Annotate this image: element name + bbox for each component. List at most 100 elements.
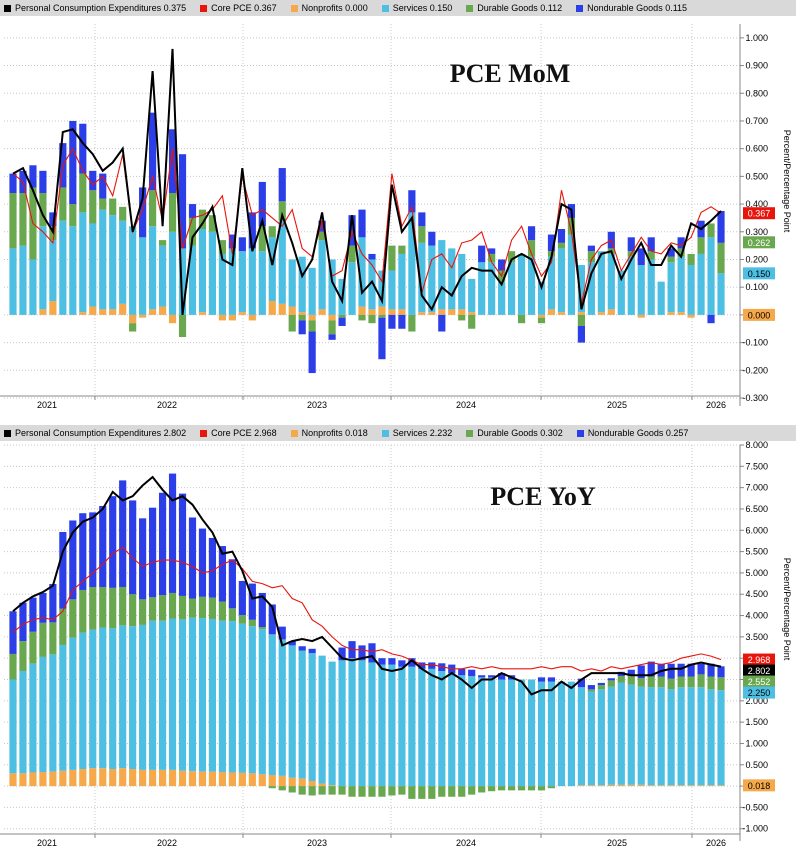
nonprofits-bar bbox=[69, 769, 77, 787]
y-tick-label: -0.300 bbox=[742, 393, 768, 403]
nonprofits-bar bbox=[607, 309, 615, 315]
value-badge-bg bbox=[743, 686, 775, 699]
legend-swatch bbox=[290, 4, 298, 12]
durable-bar bbox=[537, 317, 546, 324]
nondurable-bar bbox=[388, 314, 396, 329]
nondurable-bar bbox=[49, 212, 57, 227]
services-bar bbox=[687, 687, 695, 786]
durable-bar bbox=[99, 586, 107, 628]
services-bar bbox=[607, 253, 615, 310]
value-badge-label: 2.250 bbox=[748, 688, 771, 698]
durable-bar bbox=[537, 786, 546, 791]
durable-bar bbox=[308, 786, 316, 796]
value-badge: 0.150 bbox=[743, 267, 775, 280]
value-badge: 2.250 bbox=[743, 686, 775, 699]
durable-bar bbox=[647, 251, 655, 260]
nondurable-bar bbox=[418, 662, 426, 669]
durable-bar bbox=[188, 598, 197, 618]
nonprofits-bar bbox=[218, 772, 226, 787]
services-bar bbox=[597, 689, 605, 786]
services-bar bbox=[99, 627, 107, 769]
durable-bar bbox=[9, 653, 17, 680]
nonprofits-bar bbox=[617, 784, 625, 787]
services-bar bbox=[168, 231, 177, 315]
services-bar bbox=[29, 259, 37, 315]
durable-bar bbox=[109, 587, 117, 629]
services-bar bbox=[258, 629, 266, 775]
durable-bar bbox=[328, 786, 336, 795]
services-bar bbox=[597, 251, 605, 313]
nondurable-bar bbox=[707, 663, 715, 677]
services-bar bbox=[577, 687, 585, 786]
nonprofits-bar bbox=[607, 784, 615, 787]
durable-bar bbox=[627, 676, 635, 685]
durable-bar bbox=[139, 599, 147, 625]
nondurable-bar bbox=[308, 648, 316, 654]
services-bar bbox=[368, 259, 376, 310]
durable-bar bbox=[69, 204, 77, 227]
x-tick-label: 2026 bbox=[706, 400, 726, 410]
value-badge: 2.802 bbox=[743, 664, 775, 677]
nonprofits-bar bbox=[448, 309, 456, 315]
nonprofits-bar bbox=[109, 309, 117, 315]
services-bar bbox=[188, 617, 197, 772]
durable-bar bbox=[408, 786, 416, 799]
nondurable-bar bbox=[59, 531, 67, 609]
durable-bar bbox=[49, 622, 57, 655]
nondurable-bar bbox=[69, 520, 77, 600]
nondurable-bar bbox=[208, 537, 217, 598]
legend-label: Nondurable Goods 0.257 bbox=[587, 428, 689, 438]
x-tick-label: 2025 bbox=[607, 838, 627, 848]
services-bar bbox=[388, 664, 396, 787]
nonprofits-bar bbox=[418, 312, 426, 315]
durable-bar bbox=[149, 190, 157, 227]
nonprofits-bar bbox=[657, 785, 665, 787]
y-tick-label: 0.400 bbox=[745, 199, 768, 209]
services-bar bbox=[89, 629, 97, 769]
services-bar bbox=[498, 679, 506, 787]
nonprofits-bar bbox=[198, 312, 207, 315]
durable-bar bbox=[388, 245, 396, 271]
nonprofits-bar bbox=[288, 777, 296, 787]
nonprofits-bar bbox=[89, 768, 97, 787]
durable-bar bbox=[687, 676, 695, 688]
chart-title: PCE MoM bbox=[450, 59, 571, 88]
nonprofits-bar bbox=[198, 771, 207, 787]
services-bar bbox=[158, 245, 167, 307]
services-bar bbox=[547, 681, 556, 787]
services-bar bbox=[348, 262, 356, 315]
services-bar bbox=[527, 256, 536, 315]
value-badge-bg bbox=[743, 267, 775, 280]
durable-bar bbox=[388, 786, 396, 796]
mom-panel: Personal Consumption Expenditures 0.375 C… bbox=[0, 0, 796, 420]
durable-bar bbox=[178, 595, 187, 620]
services-bar bbox=[109, 628, 117, 770]
nondurable-bar bbox=[547, 234, 556, 252]
nondurable-bar bbox=[39, 170, 47, 193]
durable-bar bbox=[9, 192, 17, 249]
services-bar bbox=[178, 619, 187, 771]
nondurable-bar bbox=[378, 317, 386, 360]
nondurable-bar bbox=[218, 546, 226, 602]
durable-bar bbox=[368, 314, 376, 324]
nondurable-bar bbox=[687, 663, 695, 677]
value-badge-label: 0.367 bbox=[748, 209, 771, 219]
durable-bar bbox=[587, 689, 595, 692]
services-bar bbox=[557, 248, 566, 313]
services-bar bbox=[248, 626, 256, 774]
nondurable-bar bbox=[557, 229, 566, 243]
nondurable-bar bbox=[248, 583, 256, 620]
durable-bar bbox=[358, 314, 366, 321]
durable-bar bbox=[418, 786, 426, 799]
nondurable-bar bbox=[99, 505, 107, 587]
nonprofits-bar bbox=[109, 769, 117, 787]
nondurable-bar bbox=[258, 592, 266, 628]
value-badge: 0.000 bbox=[743, 308, 775, 321]
services-bar bbox=[418, 242, 426, 313]
durable-bar bbox=[278, 786, 286, 791]
nondurable-bar bbox=[238, 581, 246, 616]
services-bar bbox=[139, 624, 147, 770]
nonprofits-bar bbox=[248, 773, 256, 787]
durable-bar bbox=[368, 786, 376, 797]
nondurable-bar bbox=[468, 669, 476, 677]
